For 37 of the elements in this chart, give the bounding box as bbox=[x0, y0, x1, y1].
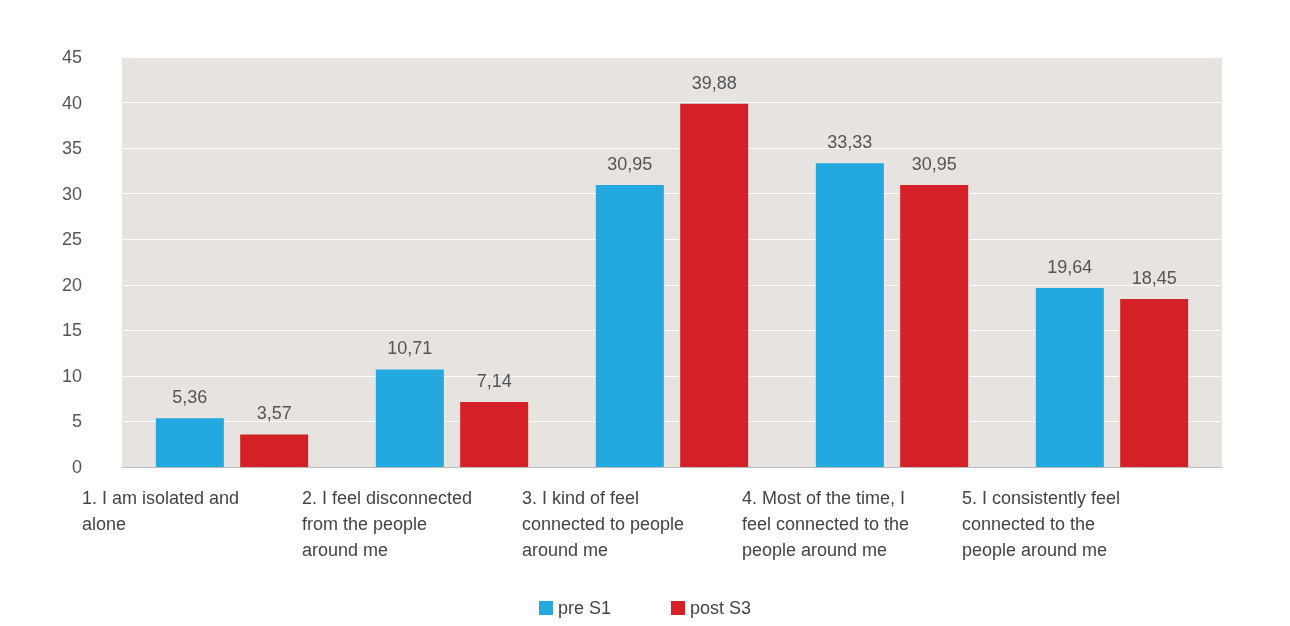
legend-label: post S3 bbox=[690, 598, 752, 618]
y-tick-label: 10 bbox=[61, 365, 82, 386]
y-tick-label: 0 bbox=[71, 457, 82, 477]
data-label: 33,33 bbox=[827, 132, 873, 153]
data-label: 5,36 bbox=[172, 387, 208, 408]
bar bbox=[375, 369, 444, 467]
x-tick-label: 2. I feel disconnected from the people around me bbox=[302, 488, 478, 560]
bar bbox=[240, 434, 309, 467]
y-tick-label: 35 bbox=[61, 138, 82, 159]
bar bbox=[1120, 298, 1189, 467]
data-label: 3,57 bbox=[256, 403, 292, 424]
bar bbox=[595, 185, 664, 467]
y-tick-label: 15 bbox=[61, 320, 82, 341]
x-tick-label: 3. I kind of feel connected to people around me bbox=[522, 488, 690, 560]
legend-label: pre S1 bbox=[557, 598, 612, 618]
y-tick-label: 45 bbox=[61, 47, 82, 67]
y-tick-label: 25 bbox=[61, 229, 82, 250]
x-tick-label: 1. I am isolated and alone bbox=[82, 488, 245, 534]
data-label: 30,95 bbox=[911, 154, 957, 175]
y-tick-label: 40 bbox=[61, 92, 82, 113]
bar bbox=[680, 103, 749, 467]
bar bbox=[155, 418, 224, 467]
x-tick-label: 4. Most of the time, I feel connected to the people around me bbox=[742, 488, 915, 560]
x-tick-label: 5. I consistently feel connected to the people around me bbox=[962, 488, 1126, 560]
data-label: 39,88 bbox=[691, 72, 737, 93]
data-label: 18,45 bbox=[1131, 267, 1177, 288]
bar bbox=[460, 401, 529, 467]
bar bbox=[1035, 288, 1104, 467]
y-tick-label: 30 bbox=[61, 183, 82, 204]
data-label: 30,95 bbox=[607, 154, 653, 175]
y-tick-label: 20 bbox=[61, 274, 82, 295]
data-label: 7,14 bbox=[476, 370, 512, 391]
data-label: 10,71 bbox=[387, 338, 433, 359]
y-tick-label: 5 bbox=[71, 411, 82, 432]
data-label: 19,64 bbox=[1047, 257, 1093, 278]
bar bbox=[900, 185, 969, 467]
bar bbox=[815, 163, 884, 467]
